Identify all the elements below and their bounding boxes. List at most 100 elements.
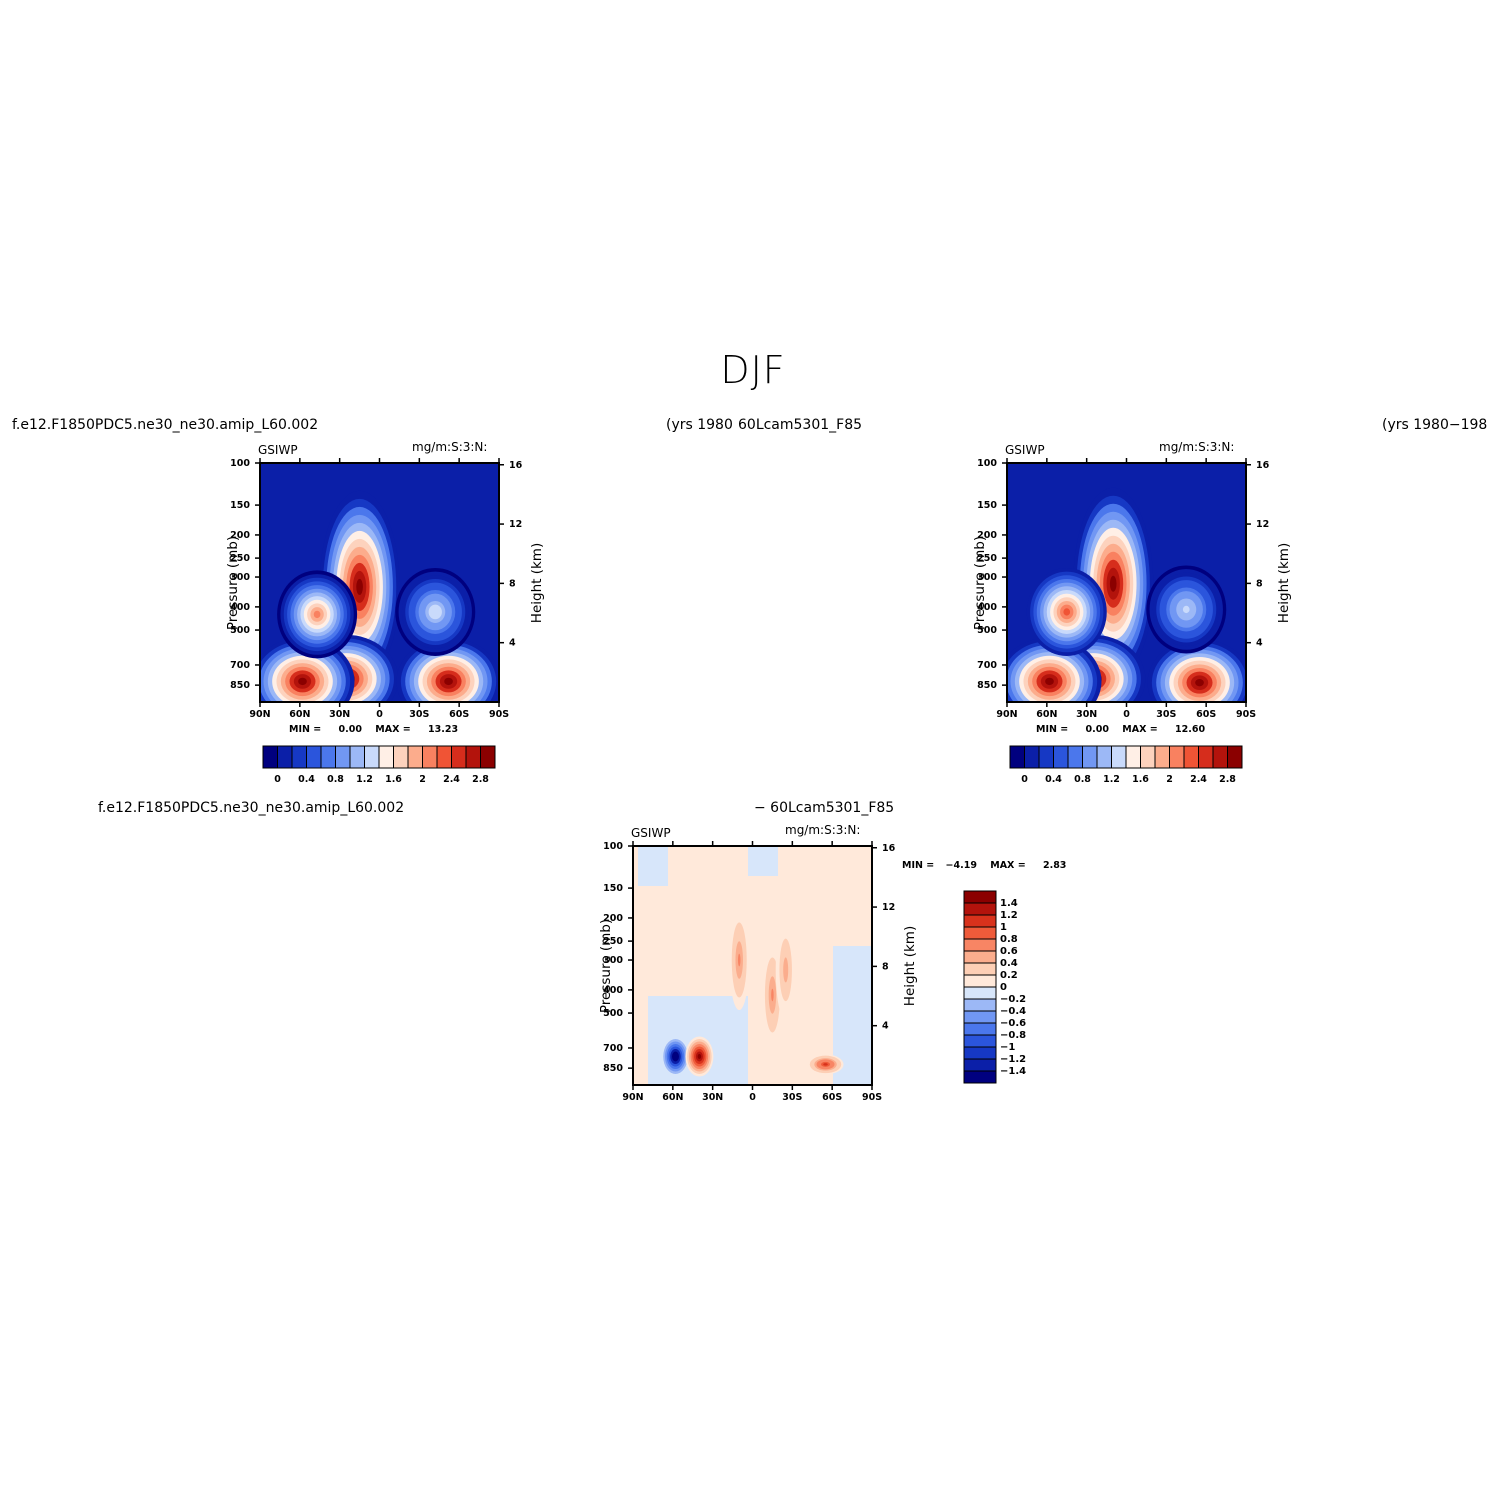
colorbar-label: 0.8 bbox=[1074, 774, 1091, 785]
contour-feature bbox=[737, 953, 741, 967]
colorbar-label: 0.4 bbox=[298, 774, 315, 785]
case2-ylabel-right: Height (km) bbox=[1276, 542, 1293, 624]
colorbar-swatch bbox=[963, 1046, 997, 1060]
contour-feature bbox=[771, 988, 774, 1002]
colorbar-swatch bbox=[1212, 745, 1228, 769]
colorbar-swatch bbox=[451, 745, 467, 769]
case1-contour-plot bbox=[260, 463, 499, 702]
colorbar-label: 2.8 bbox=[1219, 774, 1236, 785]
x-tick-label: 60N bbox=[662, 1092, 683, 1103]
y-right-tick-label: 4 bbox=[882, 1021, 889, 1032]
plot-frame bbox=[632, 845, 873, 1086]
diff-max-label: MAX = bbox=[990, 860, 1026, 871]
contour-feature bbox=[784, 963, 787, 977]
colorbar-swatch bbox=[963, 950, 997, 964]
case1-units-label: mg/m:S:3:N: bbox=[412, 440, 488, 454]
y-tick-label: 300 bbox=[230, 572, 250, 583]
contour-feature bbox=[1195, 678, 1204, 687]
y-right-tick-label: 12 bbox=[509, 519, 522, 530]
contour-feature bbox=[1045, 677, 1054, 686]
colorbar-swatch bbox=[1024, 745, 1040, 769]
x-tick-label: 0 bbox=[1123, 709, 1130, 720]
colorbar-swatch bbox=[349, 745, 365, 769]
y-tick-label: 400 bbox=[230, 602, 250, 613]
plot-frame bbox=[259, 462, 500, 703]
diff-ylabel-right: Height (km) bbox=[902, 925, 919, 1007]
colorbar-swatch bbox=[1140, 745, 1156, 769]
colorbar-label: 1.2 bbox=[1103, 774, 1120, 785]
colorbar-label: 0.4 bbox=[1000, 958, 1018, 969]
colorbar-label: −0.8 bbox=[1000, 1030, 1026, 1041]
y-tick-label: 250 bbox=[603, 936, 623, 947]
colorbar-swatch bbox=[963, 1010, 997, 1024]
top-center-years-label: (yrs 1980 bbox=[666, 417, 733, 433]
contour-feature bbox=[823, 1063, 828, 1066]
colorbar-swatch bbox=[378, 745, 394, 769]
colorbar-swatch bbox=[306, 745, 322, 769]
y-tick-label: 150 bbox=[603, 883, 623, 894]
colorbar-swatch bbox=[1111, 745, 1127, 769]
case1-colorbar: 0 0.4 0.8 1.2 1.6 2 2.4 2.8 bbox=[262, 745, 496, 785]
contour-feature bbox=[356, 578, 363, 595]
colorbar-swatch bbox=[963, 902, 997, 916]
colorbar-label: 1.6 bbox=[1132, 774, 1149, 785]
contour-feature bbox=[298, 677, 307, 686]
colorbar-swatch bbox=[963, 1022, 997, 1036]
colorbar-swatch bbox=[963, 914, 997, 928]
y-tick-label: 700 bbox=[977, 660, 997, 671]
y-right-tick-label: 16 bbox=[882, 843, 896, 854]
colorbar-label: 0.8 bbox=[1000, 934, 1018, 945]
diff-var-label: GSIWP bbox=[631, 826, 671, 840]
diff-contour-plot bbox=[633, 846, 872, 1085]
case2-colorbar: 0 0.4 0.8 1.2 1.6 2 2.4 2.8 bbox=[1009, 745, 1243, 785]
contour-feature bbox=[444, 677, 453, 686]
y-tick-label: 100 bbox=[603, 841, 623, 852]
colorbar-swatch bbox=[1009, 745, 1025, 769]
y-right-tick-label: 4 bbox=[1256, 638, 1263, 649]
diff-axes: 90N 60N 30N 0 30S 60S 90S 100 150 200 250 300 400 500… bbox=[603, 841, 896, 1103]
x-tick-label: 90S bbox=[489, 709, 509, 720]
colorbar-swatch bbox=[1154, 745, 1170, 769]
case2-min-value: 0.00 bbox=[1085, 724, 1109, 735]
colorbar-swatch bbox=[422, 745, 438, 769]
diff-min-label: MIN = bbox=[902, 860, 935, 871]
diff-stats: MIN = −4.19 MAX = 2.83 bbox=[902, 860, 1066, 871]
colorbar-swatch bbox=[963, 890, 997, 904]
colorbar-label: 1.2 bbox=[1000, 910, 1018, 921]
case1-ylabel: Pressure (mb) bbox=[225, 535, 242, 631]
contour-feature bbox=[673, 1054, 678, 1060]
y-tick-label: 100 bbox=[977, 458, 997, 469]
colorbar-label: −0.6 bbox=[1000, 1018, 1026, 1029]
x-tick-label: 90N bbox=[622, 1092, 643, 1103]
colorbar-swatch bbox=[1169, 745, 1185, 769]
y-tick-label: 200 bbox=[230, 530, 250, 541]
colorbar-swatch bbox=[277, 745, 293, 769]
y-tick-label: 850 bbox=[230, 680, 250, 691]
colorbar-label: −0.2 bbox=[1000, 994, 1026, 1005]
case2-var-label: GSIWP bbox=[1005, 443, 1045, 457]
x-tick-label: 0 bbox=[749, 1092, 756, 1103]
colorbar-swatch bbox=[1198, 745, 1214, 769]
contour-feature bbox=[431, 608, 439, 616]
y-tick-label: 400 bbox=[603, 985, 623, 996]
y-right-tick-label: 8 bbox=[1256, 578, 1263, 589]
plot-frame bbox=[1006, 462, 1247, 703]
y-tick-label: 500 bbox=[230, 625, 250, 636]
colorbar-swatch bbox=[963, 974, 997, 988]
x-tick-label: 90N bbox=[996, 709, 1017, 720]
y-tick-label: 850 bbox=[977, 680, 997, 691]
colorbar-swatch bbox=[393, 745, 409, 769]
colorbar-label: 0.4 bbox=[1045, 774, 1062, 785]
y-tick-label: 200 bbox=[603, 913, 623, 924]
x-tick-label: 30S bbox=[409, 709, 429, 720]
colorbar-swatch bbox=[963, 962, 997, 976]
x-tick-label: 0 bbox=[376, 709, 383, 720]
contour-feature bbox=[748, 846, 778, 876]
case2-ylabel: Pressure (mb) bbox=[972, 535, 989, 631]
diff-units-label: mg/m:S:3:N: bbox=[785, 823, 861, 837]
contour-feature bbox=[697, 1054, 702, 1060]
colorbar-swatch bbox=[963, 986, 997, 1000]
y-tick-label: 250 bbox=[230, 553, 250, 564]
colorbar-swatch bbox=[963, 998, 997, 1012]
top-center-case-label: 60Lcam5301_F85 bbox=[738, 417, 863, 433]
